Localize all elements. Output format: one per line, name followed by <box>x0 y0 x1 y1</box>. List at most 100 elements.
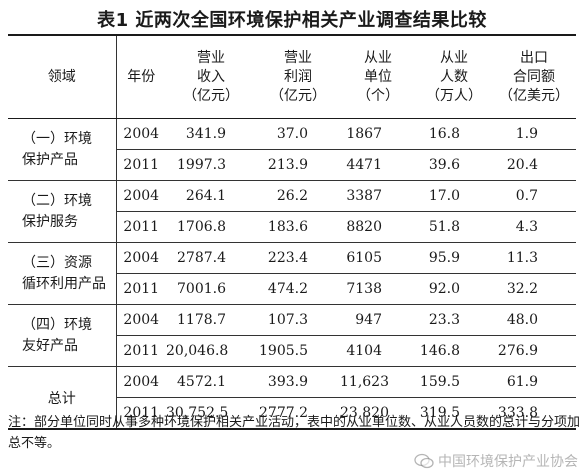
header-units: 从业 单位 （个） <box>340 34 416 119</box>
units-cell: 7138 <box>340 273 416 305</box>
exports-cell: 11.3 <box>492 242 576 274</box>
profit-cell: 183.6 <box>256 211 340 243</box>
header-units-unit: （个） <box>357 87 399 104</box>
units-cell: 11,623 <box>340 366 416 398</box>
profit-cell: 26.2 <box>256 180 340 212</box>
employees-cell: 16.8 <box>416 118 492 150</box>
header-revenue-unit: （亿元） <box>183 87 239 104</box>
field-label-line: 总计 <box>47 390 76 407</box>
employees-cell: 17.0 <box>416 180 492 212</box>
profit-cell: 107.3 <box>256 304 340 336</box>
exports-cell: 61.9 <box>492 366 576 398</box>
footnote: 注：部分单位同时从事多种环境保护相关产业活动，表中的从业单位数、从业人员数的总计… <box>8 415 581 451</box>
header-employees-line2: 人数 <box>440 68 468 85</box>
exports-cell: 276.9 <box>492 335 576 367</box>
year-cell: 2004 <box>115 366 166 398</box>
revenue-cell: 264.1 <box>166 180 256 212</box>
watermark-text: 中国环境保护产业协会 <box>438 454 578 470</box>
header-exports: 出口 合同额 （亿美元） <box>492 34 576 119</box>
year-cell: 2011 <box>115 335 166 367</box>
year-cell: 2011 <box>115 397 166 430</box>
units-cell: 4471 <box>340 149 416 181</box>
year-cell: 2011 <box>115 273 166 305</box>
profit-cell: 1905.5 <box>256 335 340 367</box>
employees-cell: 51.8 <box>416 211 492 243</box>
employees-cell: 159.5 <box>416 366 492 398</box>
header-profit: 营业 利润 （亿元） <box>256 34 340 119</box>
watermark: 中国环境保护产业协会 <box>414 451 578 471</box>
table-row: 2011 1997.3 213.9 4471 39.6 20.4 <box>8 149 576 181</box>
header-employees: 从业 人数 （万人） <box>416 34 492 119</box>
header-exports-line2: 合同额 <box>513 68 555 85</box>
header-employees-unit: （万人） <box>426 87 482 104</box>
revenue-cell: 1178.7 <box>166 304 256 336</box>
header-field: 领域 <box>8 34 116 119</box>
employees-cell: 319.5 <box>416 397 492 430</box>
header-revenue-line2: 收入 <box>197 68 225 85</box>
field-label-line: 保护服务 <box>22 213 78 230</box>
field-cell: （四）环境友好产品 <box>8 304 116 367</box>
units-cell: 6105 <box>340 242 416 274</box>
year-cell: 2004 <box>115 180 166 212</box>
employees-cell: 146.8 <box>416 335 492 367</box>
profit-cell: 37.0 <box>256 118 340 150</box>
revenue-cell: 1706.8 <box>166 211 256 243</box>
units-cell: 947 <box>340 304 416 336</box>
field-label-line: （二）环境 <box>22 192 92 209</box>
field-label-line: （四）环境 <box>22 316 92 333</box>
exports-cell: 0.7 <box>492 180 576 212</box>
employees-cell: 92.0 <box>416 273 492 305</box>
table-row: 2011 7001.6 474.2 7138 92.0 32.2 <box>8 273 576 305</box>
header-profit-line2: 利润 <box>284 68 312 85</box>
revenue-cell: 20,046.8 <box>166 335 256 367</box>
field-cell: 总计 <box>8 366 116 430</box>
exports-cell: 1.9 <box>492 118 576 150</box>
units-cell: 3387 <box>340 180 416 212</box>
field-cell: （三）资源 循环利用产品 <box>8 242 116 305</box>
year-cell: 2004 <box>115 242 166 274</box>
revenue-cell: 2787.4 <box>166 242 256 274</box>
employees-cell: 39.6 <box>416 149 492 181</box>
header-profit-line1: 营业 <box>284 49 312 66</box>
wechat-icon <box>414 453 434 469</box>
revenue-cell: 7001.6 <box>166 273 256 305</box>
year-cell: 2011 <box>115 211 166 243</box>
header-row: 领域 年份 营业 收入 （亿元） 营业 利润 （亿元） 从业 单位 （个） 从业… <box>8 34 576 119</box>
employees-cell: 95.9 <box>416 242 492 274</box>
header-revenue: 营业 收入 （亿元） <box>166 34 256 119</box>
table-title: 表1 近两次全国环境保护相关产业调查结果比较 <box>97 10 487 31</box>
header-revenue-line1: 营业 <box>197 49 225 66</box>
profit-cell: 2777.2 <box>256 397 340 430</box>
units-cell: 1867 <box>340 118 416 150</box>
header-employees-line1: 从业 <box>440 49 468 66</box>
field-label-line: （三）资源 <box>22 254 92 271</box>
table-row: （四）环境 友好产品 2004 1178.7 107.3 947 23.3 48.0 <box>8 304 576 367</box>
revenue-cell: 1997.3 <box>166 149 256 181</box>
field-label-line: （一）环境 <box>22 130 92 147</box>
revenue-cell: 30,752.5 <box>166 397 256 430</box>
year-cell: 2011 <box>115 149 166 181</box>
table-row: 2011 20,046.8 1905.5 4104 146.8 276.9 <box>8 335 576 367</box>
exports-cell: 48.0 <box>492 304 576 336</box>
table-row: （二）环境保护服务 2004 264.1 26.2 3387 17.0 0.7 <box>8 180 576 243</box>
profit-cell: 393.9 <box>256 366 340 398</box>
header-profit-unit: （亿元） <box>270 87 326 104</box>
units-cell: 23,820 <box>340 397 416 430</box>
table-row: 总计 2004 4572.1 393.9 11,623 159.5 61.9 <box>8 366 576 430</box>
profit-cell: 213.9 <box>256 149 340 181</box>
table-row: 2011 30,752.5 2777.2 23,820 319.5 333.8 <box>8 397 576 430</box>
units-cell: 8820 <box>340 211 416 243</box>
profit-cell: 474.2 <box>256 273 340 305</box>
field-cell: （一）环境保护产品 <box>8 118 116 181</box>
header-year: 年份 <box>115 34 166 119</box>
revenue-cell: 341.9 <box>166 118 256 150</box>
comparison-table: 领域 年份 营业 收入 （亿元） 营业 利润 （亿元） 从业 单位 （个） 从业… <box>8 34 576 430</box>
header-units-line2: 单位 <box>364 68 392 85</box>
exports-cell: 4.3 <box>492 211 576 243</box>
field-label-line: 保护产品 <box>22 151 78 168</box>
year-cell: 2004 <box>115 304 166 336</box>
employees-cell: 23.3 <box>416 304 492 336</box>
revenue-cell: 4572.1 <box>166 366 256 398</box>
field-label-line: 友好产品 <box>22 337 78 354</box>
table-row: （三）资源 循环利用产品 2004 2787.4 223.4 6105 95.9 11.3 <box>8 242 576 305</box>
